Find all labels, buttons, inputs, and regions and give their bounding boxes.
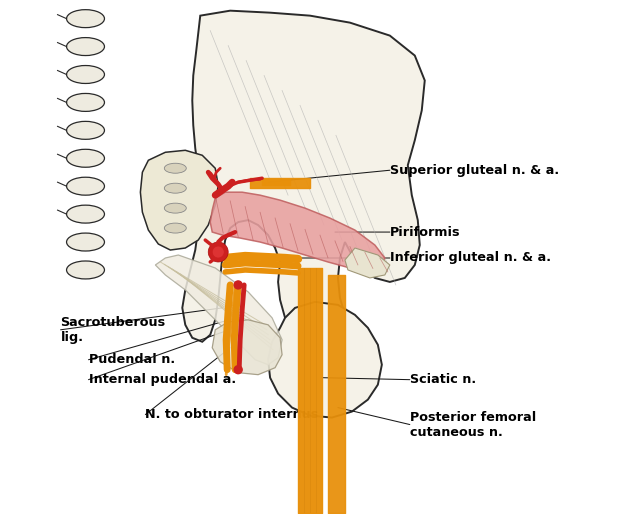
Text: N. to obturator internus: N. to obturator internus bbox=[145, 408, 319, 421]
Circle shape bbox=[234, 365, 242, 374]
Text: Piriformis: Piriformis bbox=[390, 226, 461, 238]
Polygon shape bbox=[268, 302, 382, 417]
Polygon shape bbox=[182, 11, 425, 348]
Ellipse shape bbox=[66, 121, 105, 139]
Ellipse shape bbox=[66, 205, 105, 223]
Circle shape bbox=[208, 242, 228, 262]
Polygon shape bbox=[140, 150, 218, 250]
Circle shape bbox=[234, 281, 242, 289]
Ellipse shape bbox=[164, 203, 186, 213]
Text: Sciatic n.: Sciatic n. bbox=[410, 373, 476, 386]
Ellipse shape bbox=[164, 163, 186, 173]
Ellipse shape bbox=[66, 233, 105, 251]
Ellipse shape bbox=[66, 38, 105, 56]
Text: Pudendal n.: Pudendal n. bbox=[88, 353, 175, 366]
Polygon shape bbox=[345, 248, 390, 278]
Text: Sacrotuberous
lig.: Sacrotuberous lig. bbox=[61, 316, 166, 344]
Ellipse shape bbox=[66, 65, 105, 83]
Ellipse shape bbox=[66, 94, 105, 112]
Ellipse shape bbox=[164, 223, 186, 233]
Polygon shape bbox=[212, 320, 282, 375]
Ellipse shape bbox=[66, 261, 105, 279]
Polygon shape bbox=[210, 192, 385, 272]
Polygon shape bbox=[155, 255, 282, 365]
Ellipse shape bbox=[164, 183, 186, 193]
Text: Inferior gluteal n. & a.: Inferior gluteal n. & a. bbox=[390, 251, 551, 265]
Ellipse shape bbox=[66, 177, 105, 195]
Text: Internal pudendal a.: Internal pudendal a. bbox=[88, 373, 235, 386]
Circle shape bbox=[212, 246, 224, 258]
Ellipse shape bbox=[66, 10, 105, 28]
Ellipse shape bbox=[66, 149, 105, 167]
Text: Posterior femoral
cutaneous n.: Posterior femoral cutaneous n. bbox=[410, 411, 536, 438]
Text: Superior gluteal n. & a.: Superior gluteal n. & a. bbox=[390, 164, 559, 177]
